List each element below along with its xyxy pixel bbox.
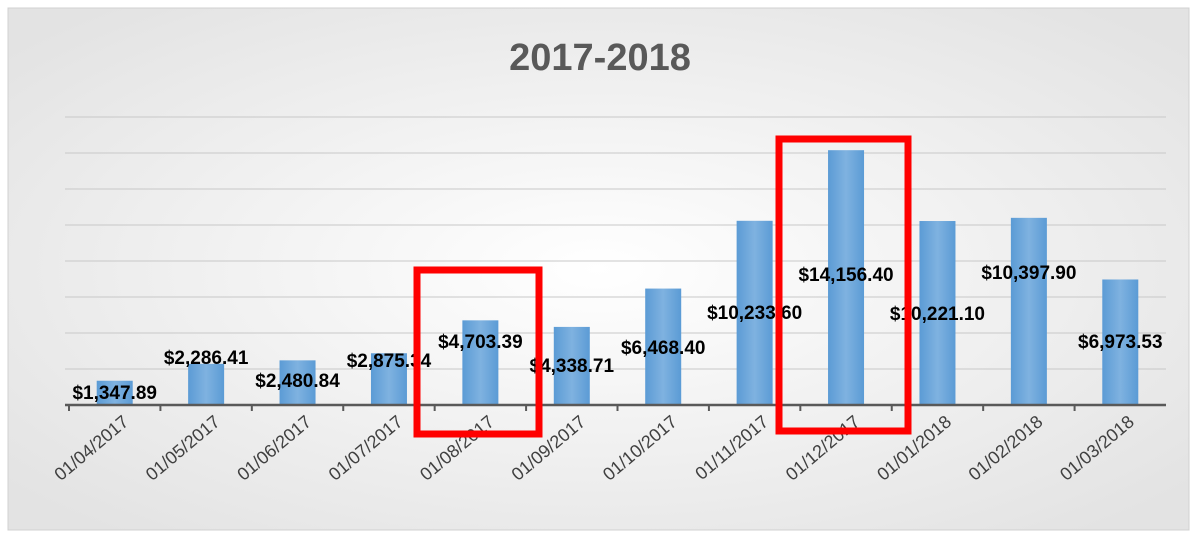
bar xyxy=(96,380,133,405)
value-label: $2,286.41 xyxy=(164,348,249,369)
value-label: $1,347.89 xyxy=(72,383,157,404)
bar xyxy=(828,150,865,405)
highlight-box xyxy=(413,266,543,438)
value-label: $10,397.90 xyxy=(981,263,1076,284)
highlight-box xyxy=(775,135,912,435)
highlights xyxy=(413,135,912,438)
bar xyxy=(188,363,225,405)
value-label: $6,973.53 xyxy=(1078,332,1163,353)
chart-area xyxy=(7,7,1190,531)
chart-title: 2017-2018 xyxy=(509,37,691,79)
value-label: $2,480.84 xyxy=(255,371,340,392)
value-label: $2,875.34 xyxy=(347,351,432,372)
value-label: $14,156.40 xyxy=(798,265,893,286)
value-label: $10,233.60 xyxy=(707,303,802,324)
value-label: $6,468.40 xyxy=(621,338,706,359)
bar xyxy=(279,360,316,405)
value-label: $4,338.71 xyxy=(530,356,615,377)
bar xyxy=(462,320,499,405)
bar xyxy=(553,326,590,405)
bar xyxy=(370,353,407,405)
bar xyxy=(1102,279,1139,405)
bar xyxy=(736,220,773,405)
bar xyxy=(919,221,956,405)
value-label: $4,703.39 xyxy=(438,332,523,353)
bar xyxy=(1010,217,1047,405)
value-label: $10,221.10 xyxy=(890,304,985,325)
bar xyxy=(645,288,682,405)
